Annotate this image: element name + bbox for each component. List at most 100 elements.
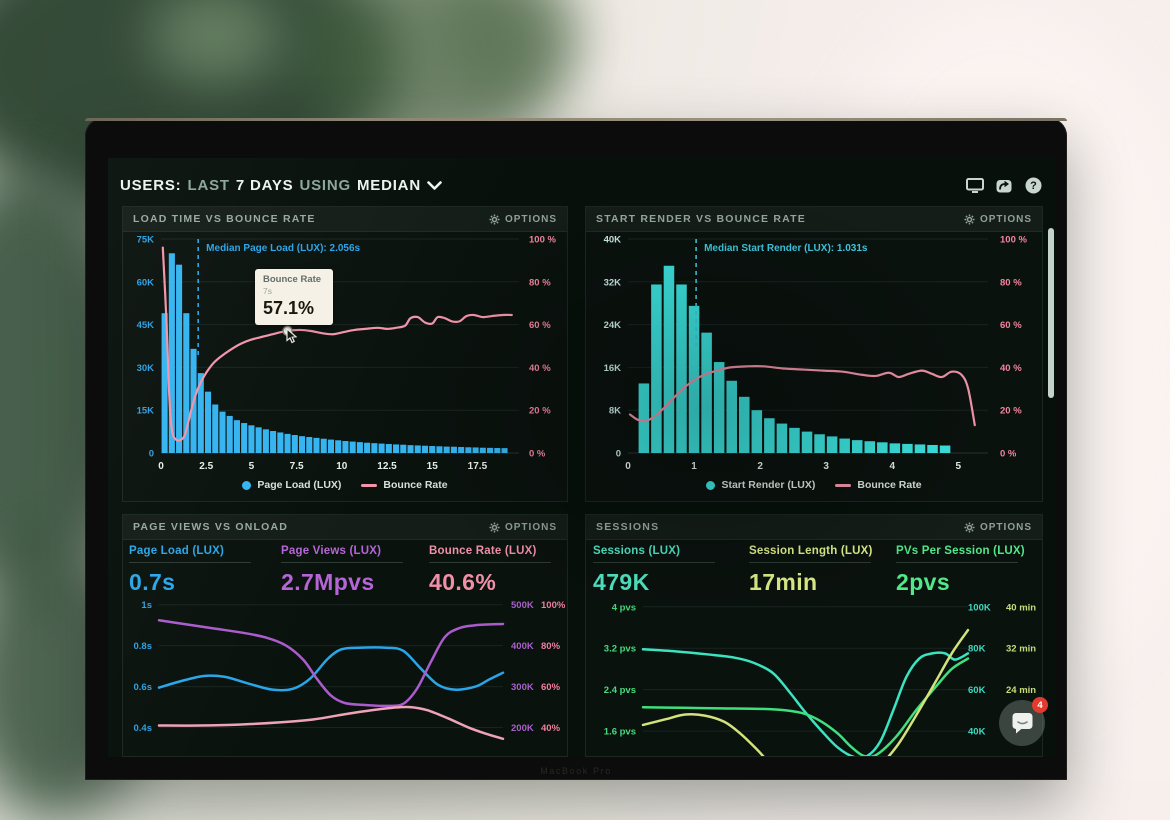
legend-dot [242,480,252,490]
svg-text:0 %: 0 % [1000,449,1017,460]
options-label: OPTIONS [504,521,557,533]
svg-text:5: 5 [249,461,255,472]
svg-text:2.5: 2.5 [199,461,213,472]
svg-text:10: 10 [336,461,348,472]
bezel-text: MacBook Pro [540,766,612,776]
options-button[interactable]: OPTIONS [489,522,557,533]
svg-text:40K: 40K [604,235,622,246]
svg-text:30K: 30K [137,363,155,374]
svg-text:0: 0 [625,461,631,472]
share-icon[interactable] [996,178,1013,193]
load-time-chart[interactable]: 75K 60K 45K 30K 15K 0 100 % 80 % 60 % 40 % 20 % 0 %… [125,233,565,477]
svg-text:40%: 40% [541,723,561,734]
options-label: OPTIONS [504,213,557,225]
options-button[interactable]: OPTIONS [489,214,557,225]
legend-bounce-rate[interactable]: Bounce Rate [361,479,448,491]
metric-underline [749,562,871,563]
panel-header: SESSIONS OPTIONS [586,515,1042,540]
title-part: LAST [187,176,230,194]
svg-text:80 %: 80 % [529,277,551,288]
metric-value: 479K [593,569,650,595]
notification-badge: 4 [1032,697,1048,713]
gear-icon [964,213,975,225]
svg-text:2: 2 [757,461,763,472]
svg-text:8K: 8K [609,406,621,417]
svg-text:45K: 45K [137,320,155,331]
sessions-chart[interactable]: 4 pvs 3.2 pvs 2.4 pvs 1.6 pvs 100K 40 min 80K 3… [588,593,1040,756]
gear-icon [964,521,975,533]
title-part: 7 DAYS [235,176,294,194]
mouse-cursor [286,328,298,344]
dashboard-screen: USERS: LAST 7 DAYS USING MEDIAN [108,158,1056,757]
svg-text:40 min: 40 min [1006,602,1036,613]
svg-text:100 %: 100 % [529,235,556,246]
title-part: USERS: [120,176,182,194]
help-icon[interactable]: ? [1025,177,1042,194]
svg-text:0.4s: 0.4s [134,723,153,734]
metric-bounce-rate: Bounce Rate (LUX) 40.6% [429,545,565,596]
chart-legend: Start Render (LUX) Bounce Rate [586,479,1042,491]
chat-bubble-icon [1012,713,1032,734]
tooltip-value: 57.1% [263,298,315,318]
panel-sessions: SESSIONS OPTIONS Sessions (LUX) 479K [585,514,1043,757]
metric-page-load: Page Load (LUX) 0.7s [129,545,265,596]
svg-text:60 %: 60 % [1000,320,1022,331]
title-part: MEDIAN [356,176,421,194]
legend-label: Page Load (LUX) [257,479,342,491]
svg-text:80K: 80K [968,644,986,655]
legend-page-load[interactable]: Page Load (LUX) [242,479,341,491]
metrics-row: Sessions (LUX) 479K Session Length (LUX)… [586,545,1042,597]
chart-legend: Page Load (LUX) Bounce Rate [123,479,567,491]
metric-underline [129,562,251,563]
svg-text:60K: 60K [968,685,986,696]
metric-underline [896,562,1018,563]
svg-text:0 %: 0 % [529,449,546,460]
svg-text:12.5: 12.5 [377,461,397,472]
panel-title: LOAD TIME VS BOUNCE RATE [133,213,316,225]
svg-text:0: 0 [158,461,164,472]
legend-label: Bounce Rate [857,479,922,491]
metric-pvs-per-session: PVs Per Session (LUX) 2pvs [896,545,1032,596]
metric-page-views: Page Views (LUX) 2.7Mpvs [281,545,417,596]
svg-text:1.6 pvs: 1.6 pvs [604,727,636,738]
panel-header: PAGE VIEWS VS ONLOAD OPTIONS [123,515,567,540]
panel-page-views: PAGE VIEWS VS ONLOAD OPTIONS Page Load (… [122,514,568,757]
svg-text:7.5: 7.5 [290,461,304,472]
svg-text:40K: 40K [968,727,986,738]
display-icon[interactable] [966,177,984,193]
page-views-chart[interactable]: 1s 0.8s 0.6s 0.4s 500K 100% 400K 80% 300K 60% 200K… [125,593,565,756]
users-median-dropdown[interactable]: USERS: LAST 7 DAYS USING MEDIAN [120,177,442,194]
svg-text:17.5: 17.5 [468,461,488,472]
chat-widget[interactable]: 4 [999,697,1048,746]
legend-bounce-rate[interactable]: Bounce Rate [835,479,922,491]
svg-text:500K: 500K [511,600,534,611]
metric-underline [429,562,551,563]
legend-start-render[interactable]: Start Render (LUX) [706,479,815,491]
scrollbar[interactable] [1048,228,1054,398]
svg-text:0: 0 [149,449,154,460]
svg-text:1s: 1s [141,600,152,611]
metric-sessions: Sessions (LUX) 479K [593,545,729,596]
metric-underline [281,562,403,563]
metric-label: Bounce Rate (LUX) [429,545,537,557]
panel-title: PAGE VIEWS VS ONLOAD [133,521,289,533]
panel-title: SESSIONS [596,521,660,533]
chevron-down-icon [427,180,442,190]
svg-text:3: 3 [823,461,829,472]
panel-header: START RENDER VS BOUNCE RATE OPTIONS [586,207,1042,232]
options-button[interactable]: OPTIONS [964,214,1032,225]
legend-label: Start Render (LUX) [721,479,816,491]
svg-text:4: 4 [889,461,895,472]
options-label: OPTIONS [979,213,1032,225]
svg-text:100 %: 100 % [1000,235,1027,246]
svg-text:40 %: 40 % [1000,363,1022,374]
metric-label: Page Views (LUX) [281,545,382,557]
svg-text:60%: 60% [541,682,561,693]
legend-label: Bounce Rate [383,479,448,491]
svg-text:15K: 15K [137,406,155,417]
start-render-chart[interactable]: 40K 32K 24K 16K 8K 0 100 % 80 % 60 % 40 % 20 % 0 % 0… [588,233,1040,477]
options-button[interactable]: OPTIONS [964,522,1032,533]
panel-header: LOAD TIME VS BOUNCE RATE OPTIONS [123,207,567,232]
svg-text:1: 1 [691,461,697,472]
metric-label: Session Length (LUX) [749,545,873,557]
